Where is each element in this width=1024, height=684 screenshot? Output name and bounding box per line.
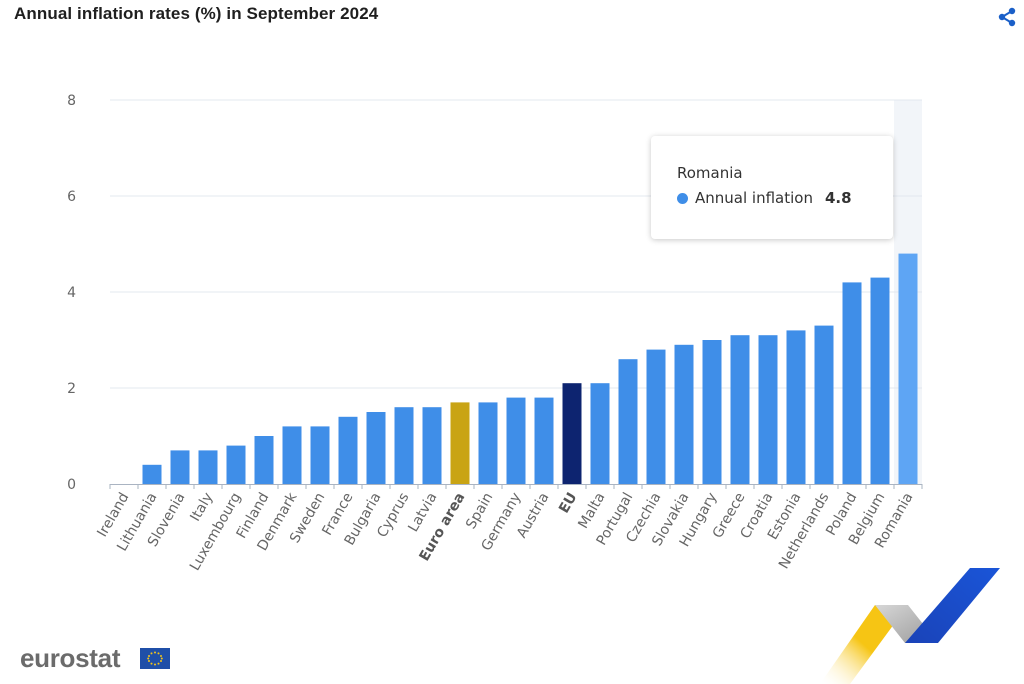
eurostat-logo-text: eurostat	[20, 643, 121, 673]
x-tick-label: EU	[556, 490, 580, 516]
bar-netherlands	[814, 325, 834, 484]
bar-euro-area	[450, 402, 470, 484]
x-tick-label: Italy	[187, 490, 216, 524]
bar-lithuania	[142, 464, 162, 484]
bar-portugal	[618, 359, 638, 484]
bar-belgium	[870, 277, 890, 484]
bar-romania	[898, 253, 918, 484]
bar-spain	[478, 402, 498, 484]
bar-france	[338, 416, 358, 484]
chart-title: Annual inflation rates (%) in September …	[14, 4, 379, 23]
tooltip-country: Romania	[677, 164, 743, 182]
share-icon[interactable]	[996, 6, 1018, 28]
bar-estonia	[786, 330, 806, 484]
bar-austria	[534, 397, 554, 484]
chart-tooltip: Romania Annual inflation 4.8	[651, 136, 893, 239]
y-tick-label: 8	[67, 93, 76, 109]
y-tick-label: 0	[67, 477, 76, 493]
bar-italy	[198, 450, 218, 484]
decorative-stripes	[820, 568, 1000, 684]
bar-cyprus	[394, 407, 414, 484]
bar-slovenia	[170, 450, 190, 484]
bar-luxembourg	[226, 445, 246, 484]
eu-flag-icon	[140, 648, 170, 669]
bar-greece	[730, 335, 750, 484]
y-tick-label: 4	[67, 285, 76, 301]
tooltip-series-label: Annual inflation	[695, 189, 813, 207]
bar-bulgaria	[366, 412, 386, 484]
bar-czechia	[646, 349, 666, 484]
bar-croatia	[758, 335, 778, 484]
bar-chart: 02468IrelandLithuaniaSloveniaItalyLuxemb…	[67, 93, 923, 574]
bar-finland	[254, 436, 274, 484]
tooltip-value: 4.8	[824, 189, 852, 207]
bar-eu	[562, 383, 582, 484]
tooltip-row: Annual inflation 4.8	[677, 189, 893, 207]
bar-denmark	[282, 426, 302, 484]
bar-germany	[506, 397, 526, 484]
tooltip-series-dot	[677, 192, 688, 204]
bar-sweden	[310, 426, 330, 484]
bar-poland	[842, 282, 862, 484]
y-tick-label: 2	[67, 381, 76, 397]
bar-latvia	[422, 407, 442, 484]
y-tick-label: 6	[67, 189, 76, 205]
bar-hungary	[702, 340, 722, 484]
bar-malta	[590, 383, 610, 484]
bar-slovakia	[674, 344, 694, 484]
